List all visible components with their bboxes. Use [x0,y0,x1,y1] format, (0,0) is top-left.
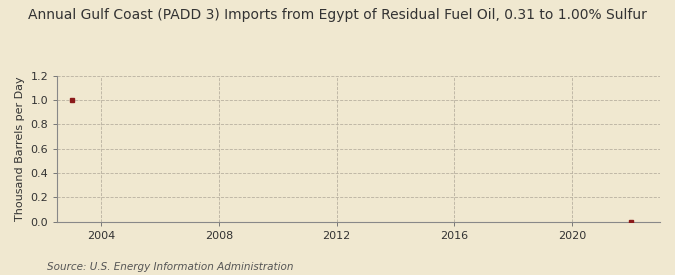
Text: Annual Gulf Coast (PADD 3) Imports from Egypt of Residual Fuel Oil, 0.31 to 1.00: Annual Gulf Coast (PADD 3) Imports from … [28,8,647,22]
Text: Source: U.S. Energy Information Administration: Source: U.S. Energy Information Administ… [47,262,294,272]
Y-axis label: Thousand Barrels per Day: Thousand Barrels per Day [15,76,25,221]
